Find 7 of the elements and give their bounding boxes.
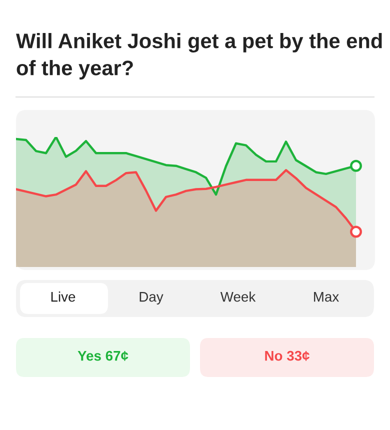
- text: Week: [220, 292, 256, 302]
- text: Live: [51, 292, 76, 302]
- text: Yes 67¢: [78, 350, 128, 361]
- text: No 33¢: [265, 350, 310, 361]
- text: Max: [314, 292, 339, 302]
- text: Day: [140, 292, 164, 304]
- chart-title: Will Aniket Joshi get a pet by the end of the year?: [16, 33, 382, 80]
